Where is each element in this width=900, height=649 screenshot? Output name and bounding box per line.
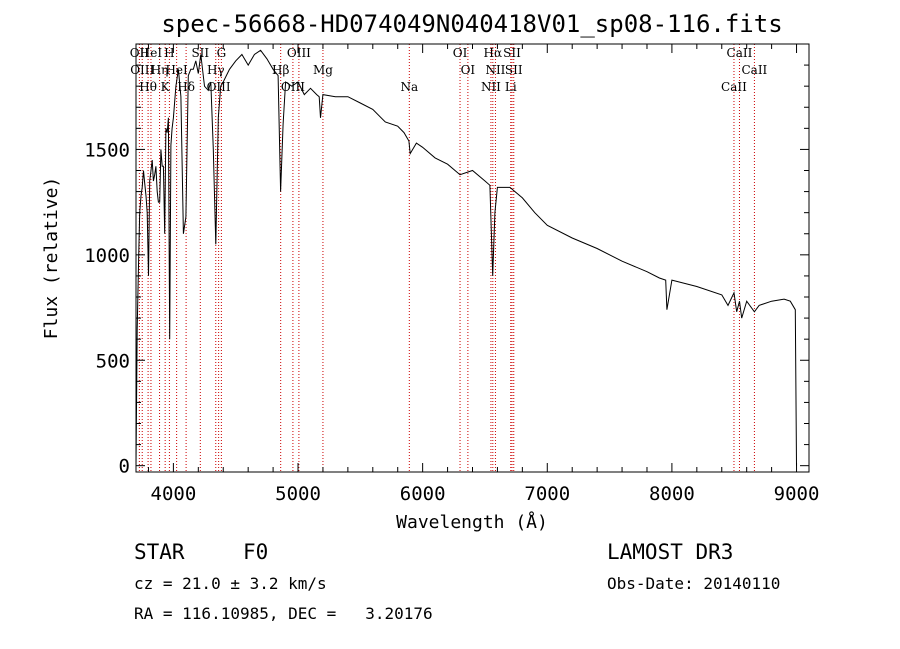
spectrum-chart: spec-56668-HD074049N040418V01_sp08-116.f… [41, 10, 820, 533]
x-tick-label-0: 4000 [151, 483, 197, 505]
line-label-18: OI [453, 46, 468, 60]
y-tick-label-1: 500 [96, 350, 130, 372]
line-label-19: OI [461, 63, 476, 77]
line-label-7: HeI [165, 63, 188, 77]
line-label-17: Na [400, 80, 418, 94]
line-label-23: Li [505, 80, 517, 94]
line-labels: OIIOIIIHθHeIHηKHHeIHδSIIHγOIIIGHβOIIIOII… [130, 46, 768, 94]
line-label-4: Hη [151, 63, 169, 77]
line-label-3: HeI [140, 46, 163, 60]
line-label-2: Hθ [139, 80, 157, 94]
plot-frame [135, 43, 810, 473]
line-label-27: CaII [727, 46, 753, 60]
spectrum-line [135, 49, 797, 466]
x-axis: 4000 5000 6000 7000 8000 9000 [147, 44, 820, 505]
line-label-11: OIII [207, 80, 231, 94]
x-tick-label-4: 8000 [649, 483, 695, 505]
y-axis-label: Flux (relative) [41, 177, 62, 340]
y-tick-label-2: 1000 [84, 245, 130, 267]
survey-label: LAMOST DR3 [607, 540, 734, 564]
line-label-13: Hβ [272, 63, 289, 77]
line-label-25: SII [505, 63, 523, 77]
x-axis-label: Wavelength (Å) [396, 511, 548, 533]
obs-date-text: Obs-Date: 20140110 [607, 574, 781, 593]
line-label-9: SII [191, 46, 209, 60]
redshift-text: cz = 21.0 ± 3.2 km/s [134, 574, 327, 593]
line-label-5: K [161, 80, 171, 94]
line-label-21: Hα [484, 46, 503, 60]
x-tick-label-1: 5000 [275, 483, 321, 505]
x-tick-label-2: 6000 [400, 483, 446, 505]
line-label-8: Hδ [177, 80, 195, 94]
object-subclass: F0 [243, 540, 269, 564]
line-label-12: G [217, 46, 227, 60]
line-label-24: SII [503, 46, 521, 60]
y-axis: 0 500 1000 1500 [84, 64, 809, 478]
line-label-15: OIII [287, 46, 311, 60]
object-class: STAR [134, 540, 185, 564]
line-label-22: NII [485, 63, 505, 77]
y-tick-label-3: 1500 [84, 139, 130, 161]
line-label-10: Hγ [207, 63, 225, 77]
line-label-6: H [164, 46, 174, 60]
chart-title: spec-56668-HD074049N040418V01_sp08-116.f… [161, 10, 782, 38]
coordinates-text: RA = 116.10985, DEC = 3.20176 [134, 604, 433, 623]
y-tick-label-0: 0 [119, 456, 130, 478]
line-label-16: Mg [313, 63, 333, 77]
x-tick-label-5: 9000 [774, 483, 820, 505]
line-label-20: NII [481, 80, 501, 94]
line-label-26: CaII [721, 80, 747, 94]
line-label-0: OII [130, 46, 150, 60]
line-markers [138, 44, 755, 472]
x-tick-label-3: 7000 [524, 483, 570, 505]
line-label-28: CaII [741, 63, 767, 77]
